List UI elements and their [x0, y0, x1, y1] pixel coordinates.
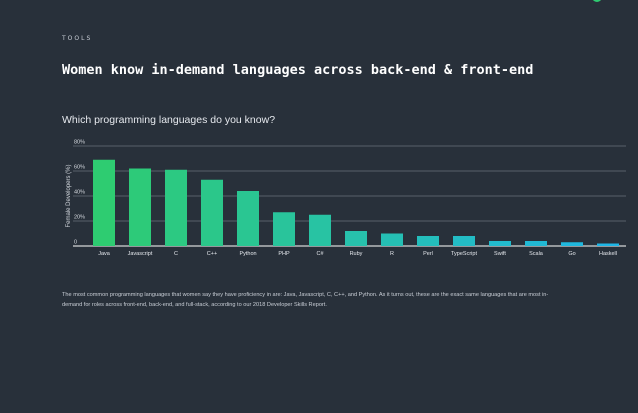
x-tick-label: PHP — [278, 251, 290, 257]
bar-haskell — [597, 243, 619, 246]
y-tick-label: 80% — [74, 140, 85, 146]
footnote: The most common programming languages th… — [62, 292, 549, 308]
bar-go — [561, 242, 583, 246]
bar-typescript — [453, 236, 475, 246]
section-eyebrow: TOOLS — [62, 35, 93, 42]
bar-scala — [525, 241, 547, 246]
x-tick-label: Perl — [423, 251, 433, 257]
bars — [93, 159, 619, 246]
x-tick-label: Ruby — [350, 251, 363, 257]
x-tick-label: Haskell — [599, 251, 617, 257]
bar-javascript — [129, 168, 151, 246]
x-tick-label: Python — [239, 251, 256, 257]
bar-java — [93, 159, 115, 246]
axis-labels: 0 20% 40% 60% 80% Java Javascript C C++ Python PHP… — [74, 140, 617, 258]
x-tick-label: C++ — [207, 251, 217, 257]
x-tick-label: R — [390, 251, 394, 257]
x-tick-label: TypeScript — [451, 251, 477, 257]
x-tick-label: Swift — [494, 251, 506, 257]
corner-accent-icon — [592, 0, 602, 2]
bar-swift — [489, 241, 511, 246]
y-axis-label: Female Developers (%) — [66, 164, 72, 227]
bar-perl — [417, 236, 439, 246]
x-tick-label: Javascript — [128, 251, 153, 257]
bar-r — [381, 233, 403, 246]
x-tick-label: C# — [316, 251, 324, 257]
page-title: Women know in-demand languages across ba… — [62, 62, 534, 78]
x-tick-label: Scala — [529, 251, 544, 257]
y-tick-label: 40% — [74, 190, 85, 196]
chart-question: Which programming languages do you know? — [62, 114, 276, 126]
x-tick-label: Java — [98, 251, 111, 257]
x-tick-label: Go — [568, 251, 575, 257]
bar-c- — [201, 179, 223, 246]
bar-ruby — [345, 231, 367, 246]
bar-c- — [309, 214, 331, 246]
bar-php — [273, 212, 295, 246]
y-tick-label: 60% — [74, 165, 85, 171]
y-tick-label: 20% — [74, 215, 85, 221]
bar-python — [237, 191, 259, 246]
x-tick-label: C — [174, 251, 178, 257]
bar-c — [165, 169, 187, 246]
y-tick-label: 0 — [74, 240, 77, 246]
bar-chart: 0 20% 40% 60% 80% Java Javascript C C++ Python PHP… — [66, 140, 626, 258]
